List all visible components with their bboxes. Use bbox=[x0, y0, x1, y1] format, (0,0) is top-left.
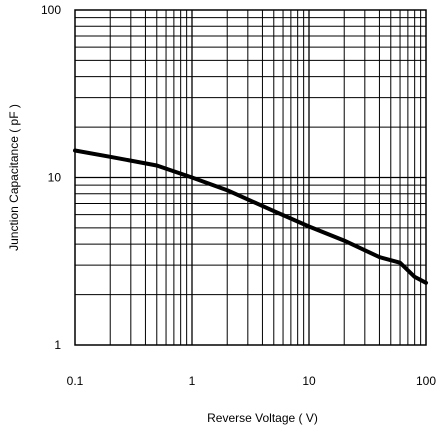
x-tick-label: 1 bbox=[189, 374, 196, 388]
x-tick-label: 10 bbox=[302, 374, 316, 388]
y-tick-label: 100 bbox=[41, 3, 61, 17]
y-tick-label: 10 bbox=[48, 171, 62, 185]
tick-labels: 0.1 1 10 100 1 10 100 bbox=[41, 3, 436, 388]
x-tick-label: 0.1 bbox=[67, 374, 84, 388]
series-layer bbox=[73, 148, 428, 285]
x-axis-label: Reverse Voltage ( V) bbox=[207, 411, 318, 425]
series-line-0 bbox=[73, 148, 428, 285]
y-tick-label: 1 bbox=[54, 338, 61, 352]
x-tick-label: 100 bbox=[416, 374, 436, 388]
gridlines bbox=[75, 10, 426, 345]
y-axis-label: Junction Capacitance ( pF ) bbox=[7, 104, 21, 251]
